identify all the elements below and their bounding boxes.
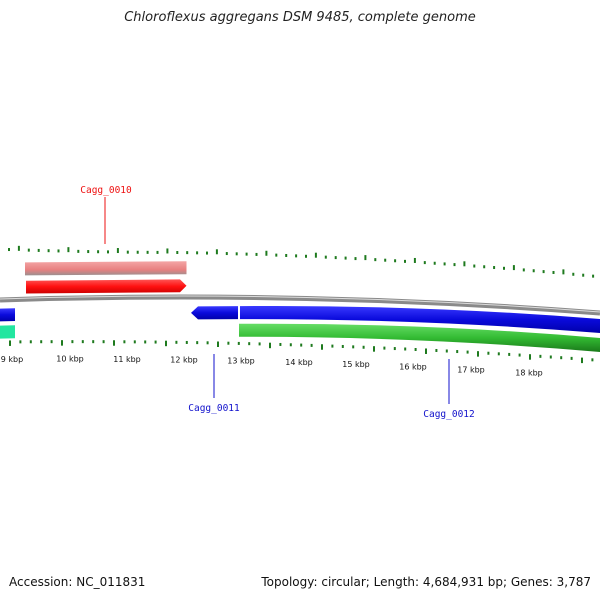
gene-label-cagg-0011[interactable]: Cagg_0011 [188, 403, 240, 414]
kbp-label: 16 kbp [399, 362, 427, 371]
gene-label-cagg-0012[interactable]: Cagg_0012 [423, 409, 474, 420]
kbp-label: 9 kbp [1, 355, 23, 364]
gene-left-blue-arrow[interactable] [0, 308, 15, 322]
kbp-ruler-labels: 9 kbp 10 kbp 11 kbp 12 kbp 13 kbp 14 kbp 15 kb… [1, 355, 543, 378]
kbp-label: 15 kbp [342, 360, 370, 369]
genome-summary-text: Topology: circular; Length: 4,684,931 bp… [261, 575, 591, 589]
genome-backbone-highlight [0, 295, 600, 313]
gene-label-cagg-0010[interactable]: Cagg_0010 [80, 185, 132, 196]
gene-cagg-0011-arrow[interactable] [191, 306, 238, 320]
outer-tick-ring [8, 245, 595, 278]
gene-cagg-0012-arrow[interactable] [240, 305, 600, 333]
kbp-label: 18 kbp [515, 369, 543, 378]
inner-tick-ring [9, 340, 594, 364]
map-title: Chloroflexus aggregans DSM 9485, complet… [124, 10, 476, 25]
kbp-label: 17 kbp [457, 365, 485, 374]
genome-backbone [0, 294, 600, 316]
accession-text: Accession: NC_011831 [9, 575, 146, 589]
kbp-label: 12 kbp [170, 355, 198, 364]
kbp-label: 10 kbp [56, 355, 84, 364]
kbp-label: 13 kbp [227, 356, 255, 365]
gene-feature-band-teal [0, 325, 15, 339]
gene-feature-band-pink [25, 261, 187, 276]
gene-cagg-0010-arrow[interactable] [26, 279, 187, 294]
kbp-label: 14 kbp [285, 358, 313, 367]
kbp-label: 11 kbp [113, 355, 141, 364]
gene-feature-band-green [239, 323, 600, 352]
